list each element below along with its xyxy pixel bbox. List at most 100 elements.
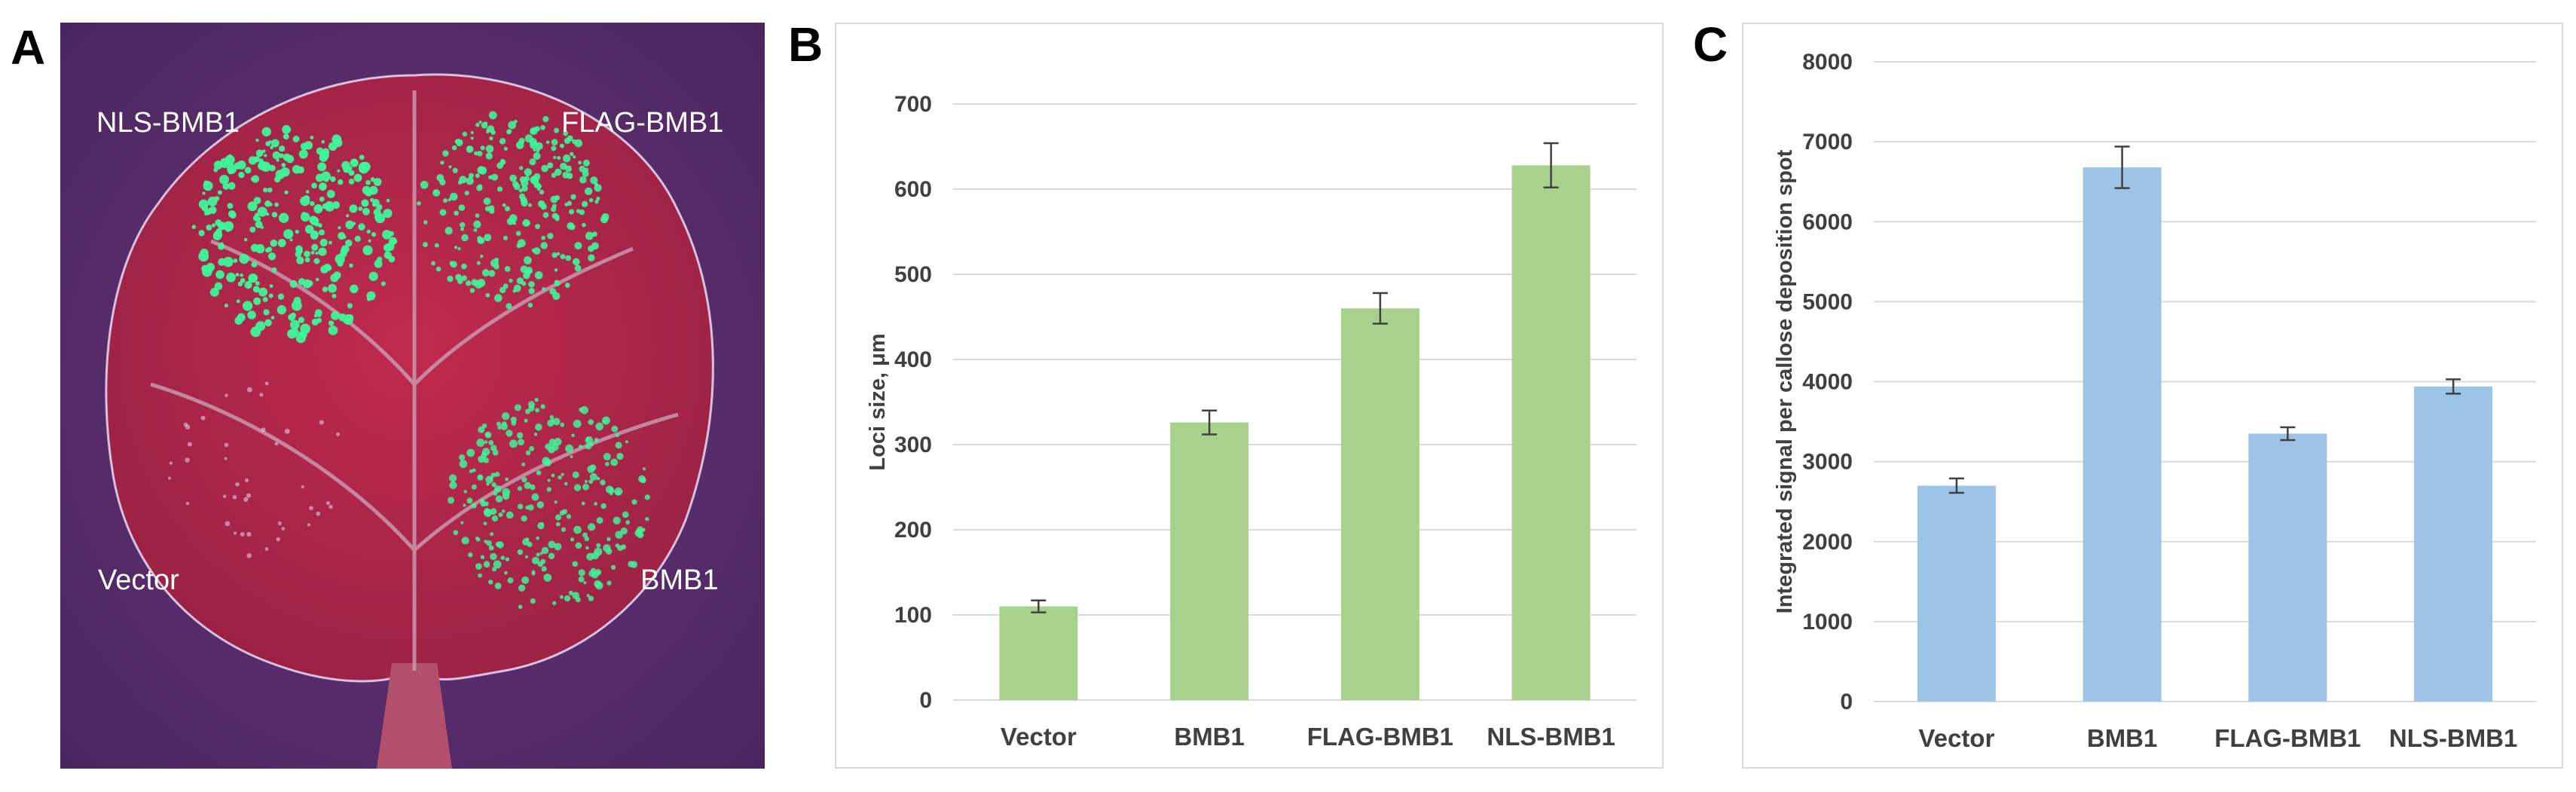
fluorescent-spot (535, 423, 542, 431)
fluorescent-spot (572, 561, 579, 567)
fluorescent-spot (300, 212, 310, 222)
fluorescent-spot (234, 316, 243, 325)
fluorescent-spot (239, 253, 249, 265)
fluorescent-spot (249, 226, 256, 233)
fluorescent-spot (490, 173, 498, 181)
fluorescent-spot (246, 553, 252, 558)
fluorescent-spot (325, 500, 331, 506)
fluorescent-spot (217, 190, 222, 195)
fluorescent-spot (301, 485, 304, 489)
fluorescent-spot (518, 188, 523, 193)
fluorescent-spot (564, 595, 571, 602)
fluorescent-spot (307, 523, 310, 527)
fluorescent-spot (579, 407, 584, 412)
fluorescent-spot (469, 288, 475, 293)
fluorescent-spot (489, 476, 493, 481)
fluorescent-spot (298, 149, 308, 159)
fluorescent-spot (515, 141, 524, 149)
fluorescent-spot (246, 387, 252, 393)
fluorescent-spot (203, 180, 209, 186)
fluorescent-spot (439, 209, 447, 216)
fluorescent-spot (362, 185, 371, 194)
fluorescent-spot (547, 162, 554, 169)
fluorescent-spot (255, 286, 259, 291)
fluorescent-spot (361, 199, 369, 207)
fluorescent-spot (566, 514, 572, 519)
fluorescent-spot (536, 552, 540, 557)
error-bar-vector (1948, 477, 1964, 494)
fluorescent-spot (641, 527, 646, 532)
fluorescent-spot (215, 270, 225, 280)
fluorescent-spot (585, 231, 594, 240)
fluorescent-spot (601, 416, 610, 425)
y-tick-label: 6000 (1802, 209, 1853, 234)
fluorescent-spot (457, 278, 463, 284)
fluorescent-spot (566, 173, 573, 179)
fluorescent-spot (582, 170, 589, 177)
fluorescent-spot (551, 145, 557, 151)
fluorescent-spot (584, 167, 589, 172)
fluorescent-spot (448, 474, 457, 482)
fluorescent-spot (490, 552, 497, 561)
fluorescent-spot (560, 422, 565, 427)
fluorescent-spot (228, 209, 236, 218)
fluorescent-spot (524, 418, 528, 423)
fluorescent-spot (555, 521, 561, 527)
fluorescent-spot (452, 167, 458, 173)
fluorescent-spot (265, 212, 270, 216)
fluorescent-spot (300, 323, 310, 335)
fluorescent-spot (478, 573, 482, 578)
fluorescent-spot (506, 218, 515, 225)
fluorescent-spot (561, 527, 566, 532)
fluorescent-spot (483, 561, 490, 568)
fluorescent-spot (559, 143, 564, 148)
fluorescent-spot (433, 189, 438, 194)
chart-panel-b: 0 100 200 300 400 500 600 700 Vector BMB1 FLAG-BMB… (835, 23, 1664, 769)
fluorescent-spot (616, 452, 624, 460)
fluorescent-spot (215, 219, 222, 227)
y-tick-label: 0 (1840, 690, 1853, 714)
fluorescent-spot (528, 280, 535, 288)
fluorescent-spot (600, 479, 606, 485)
bar-flag-bmb1 (1340, 308, 1419, 700)
fluorescent-spot (476, 439, 485, 448)
photo-label-vector: Vector (98, 564, 179, 596)
fluorescent-spot (202, 191, 206, 195)
fluorescent-spot (243, 301, 253, 311)
fluorescent-spot (578, 161, 582, 165)
fluorescent-spot (322, 148, 330, 156)
fluorescent-spot (554, 127, 559, 133)
fluorescent-spot (234, 531, 237, 535)
fluorescent-spot (328, 325, 338, 335)
fluorescent-spot (540, 558, 546, 564)
fluorescent-spot (244, 167, 252, 174)
fluorescent-spot (494, 471, 500, 477)
fluorescent-spot (423, 220, 428, 225)
fluorescent-spot (313, 258, 320, 265)
fluorescent-spot (531, 248, 536, 252)
fluorescent-spot (240, 532, 245, 537)
fluorescent-spot (596, 543, 601, 548)
fluorescent-spot (490, 472, 497, 478)
fluorescent-spot (541, 566, 547, 572)
fluorescent-spot (287, 329, 297, 339)
fluorescent-spot (264, 547, 269, 551)
fluorescent-spot (359, 154, 365, 161)
fluorescent-spot (305, 190, 310, 194)
fluorescent-spot (571, 433, 575, 438)
fluorescent-spot (462, 131, 467, 137)
fluorescent-spot (248, 278, 252, 282)
fluorescent-spot (252, 274, 258, 281)
fluorescent-spot (468, 552, 473, 558)
fluorescent-spot (582, 159, 590, 167)
fluorescent-spot (527, 504, 534, 511)
fluorescent-spot (318, 182, 327, 191)
fluorescent-spot (330, 176, 336, 182)
fluorescent-spot (506, 430, 513, 437)
fluorescent-spot (563, 130, 569, 136)
fluorescent-spot (536, 470, 542, 476)
fluorescent-spot (521, 576, 530, 584)
fluorescent-spot (583, 581, 587, 585)
fluorescent-spot (525, 450, 531, 456)
fluorescent-spot (540, 242, 548, 249)
